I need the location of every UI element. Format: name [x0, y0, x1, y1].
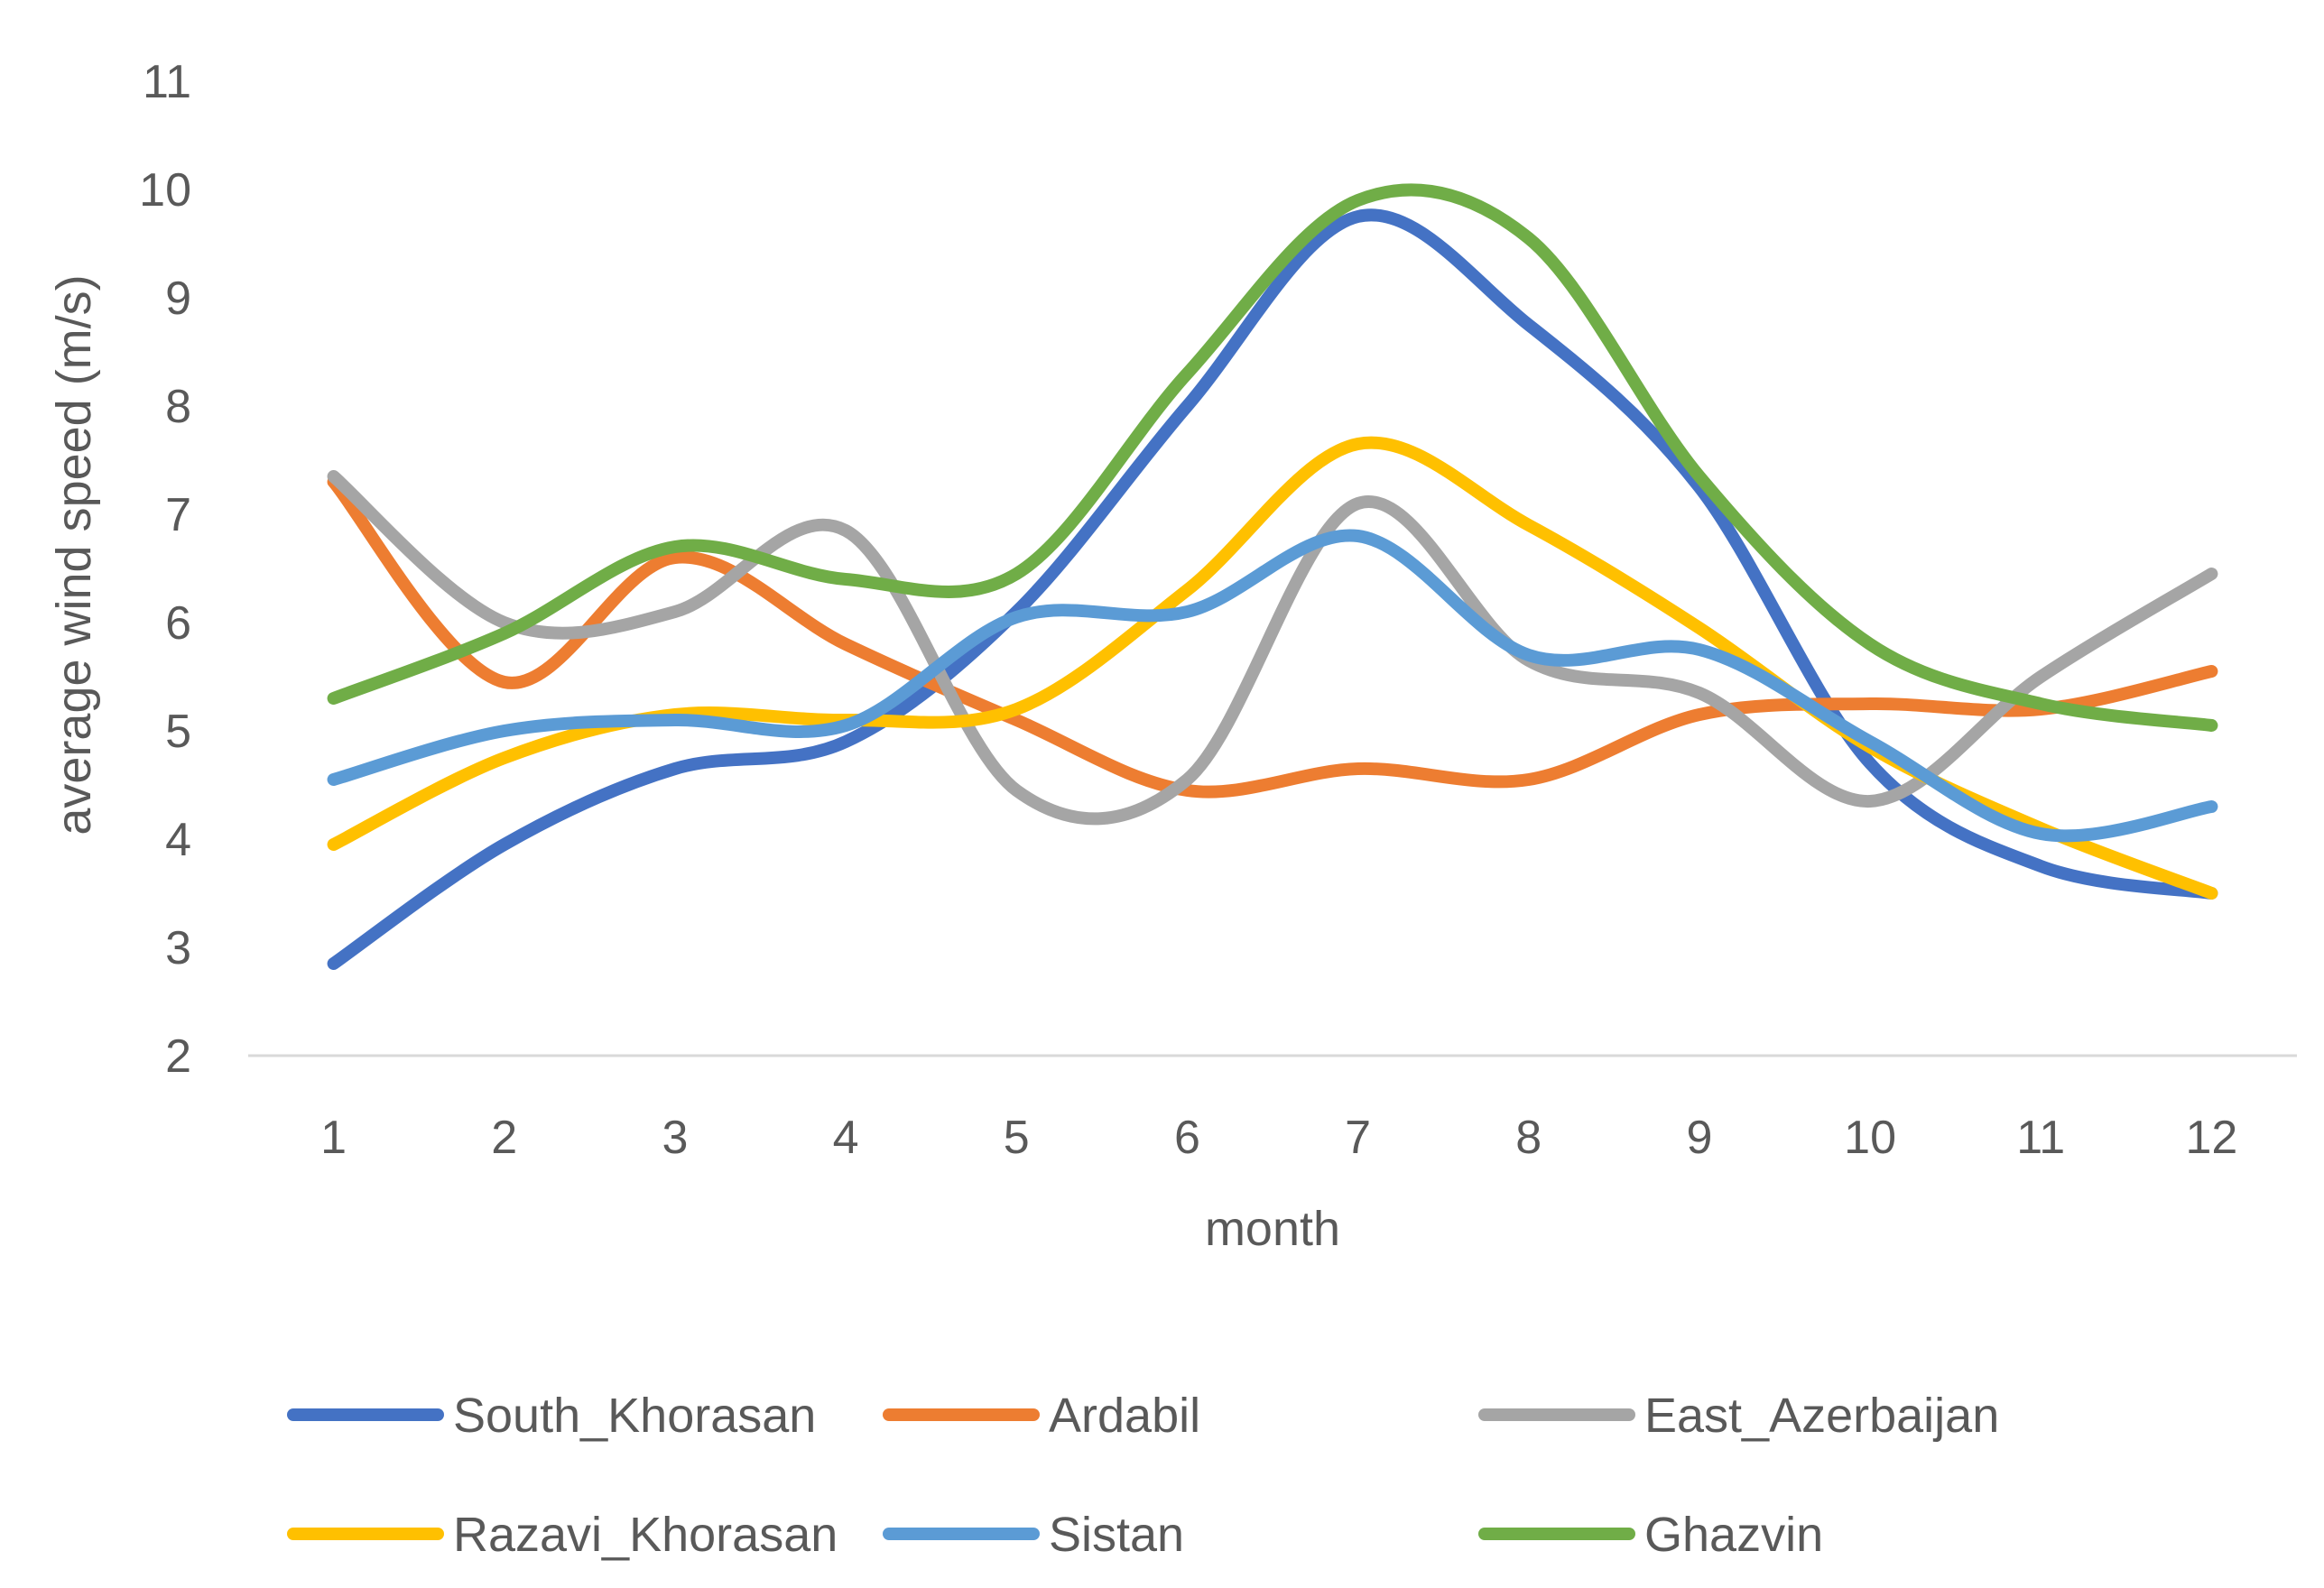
y-tick-label: 4: [165, 814, 191, 866]
y-tick-label: 5: [165, 706, 191, 758]
legend-label-south-khorasan: South_Khorasan: [453, 1389, 816, 1443]
y-tick-label: 9: [165, 272, 191, 325]
x-tick-label: 8: [1515, 1112, 1542, 1164]
legend-label-east-azerbaijan: East_Azerbaijan: [1644, 1389, 1999, 1443]
y-tick-label: 6: [165, 597, 191, 650]
x-tick-label: 4: [833, 1112, 859, 1164]
legend-label-sistan: Sistan: [1049, 1508, 1184, 1562]
series-lines: [327, 183, 2218, 970]
x-tick-label: 12: [2185, 1112, 2237, 1164]
y-axis-title: average wind speed (m/s): [47, 274, 101, 835]
x-axis-ticks: 1 2 3 4 5 6 7 8 9 10 11 12: [320, 1112, 2237, 1164]
legend-label-razavi-khorasan: Razavi_Khorasan: [453, 1508, 838, 1562]
series-line-east-azerbaijan: [327, 470, 2218, 826]
x-tick-label: 6: [1174, 1112, 1200, 1164]
x-tick-label: 7: [1345, 1112, 1371, 1164]
y-tick-label: 7: [165, 489, 191, 541]
legend: South_Khorasan Ardabil East_Azerbaijan Raza…: [287, 1389, 1999, 1562]
series-line-ghazvin: [327, 183, 2218, 732]
x-tick-label: 3: [662, 1112, 688, 1164]
y-axis-ticks: 2 3 4 5 6 7 8 9 10 11: [139, 56, 191, 1083]
x-tick-label: 9: [1686, 1112, 1712, 1164]
x-tick-label: 1: [320, 1112, 347, 1164]
x-tick-label: 2: [491, 1112, 517, 1164]
series-line-ardabil: [327, 475, 2218, 799]
x-tick-label: 10: [1844, 1112, 1896, 1164]
x-tick-label: 11: [2016, 1112, 2065, 1164]
y-tick-label: 11: [143, 56, 191, 108]
y-tick-label: 3: [165, 922, 191, 974]
x-tick-label: 5: [1004, 1112, 1030, 1164]
series-line-sistan: [327, 529, 2218, 843]
y-tick-label: 10: [139, 164, 191, 217]
y-tick-label: 8: [165, 381, 191, 433]
y-tick-label: 2: [165, 1030, 191, 1083]
legend-label-ghazvin: Ghazvin: [1644, 1508, 1823, 1562]
x-axis-title: month: [1205, 1202, 1340, 1256]
series-line-south-khorasan: [327, 208, 2218, 970]
legend-label-ardabil: Ardabil: [1049, 1389, 1200, 1443]
